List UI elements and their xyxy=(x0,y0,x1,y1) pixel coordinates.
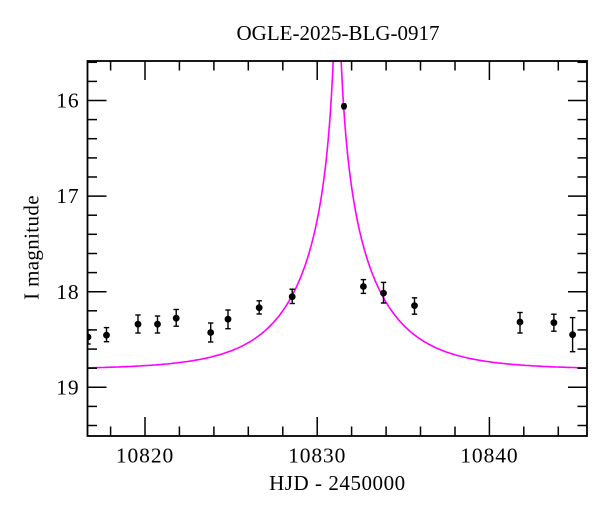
svg-text:OGLE-2025-BLG-0917: OGLE-2025-BLG-0917 xyxy=(237,21,440,45)
svg-text:19: 19 xyxy=(56,375,79,399)
svg-text:16: 16 xyxy=(56,89,79,113)
svg-text:I magnitude: I magnitude xyxy=(20,195,44,300)
svg-text:10840: 10840 xyxy=(460,443,518,467)
svg-text:HJD - 2450000: HJD - 2450000 xyxy=(269,471,406,495)
svg-text:10830: 10830 xyxy=(288,443,346,467)
svg-text:18: 18 xyxy=(56,280,79,304)
svg-text:17: 17 xyxy=(56,184,79,208)
svg-text:10820: 10820 xyxy=(116,443,174,467)
